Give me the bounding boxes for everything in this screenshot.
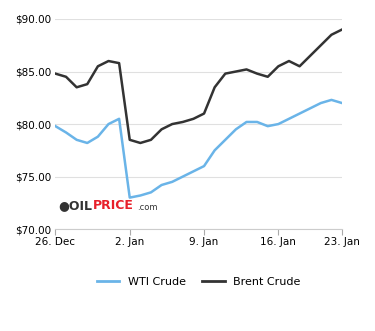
Legend: WTI Crude, Brent Crude: WTI Crude, Brent Crude [92, 272, 305, 291]
Text: .com: .com [137, 203, 158, 212]
Text: PRICE: PRICE [93, 199, 134, 212]
Text: ●OIL: ●OIL [58, 199, 92, 212]
